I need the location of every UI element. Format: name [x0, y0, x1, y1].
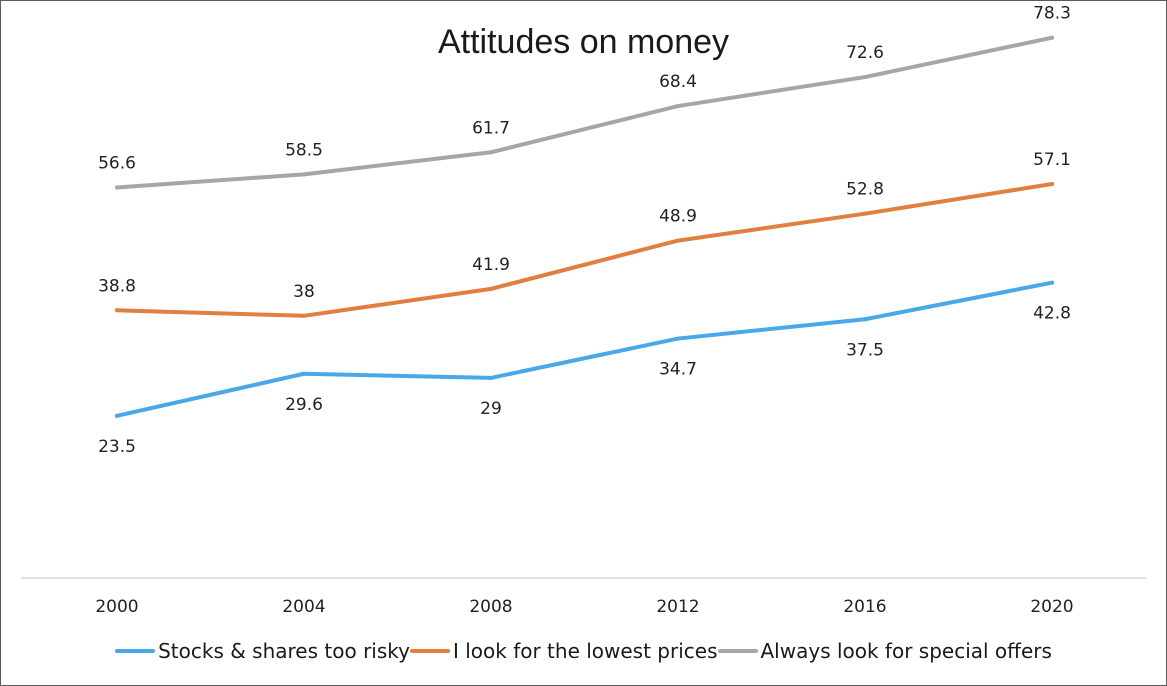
legend: Stocks & shares too risky I look for the …: [1, 639, 1166, 663]
data-label-s1-0: 38.8: [98, 276, 136, 296]
legend-swatch-2: [717, 649, 758, 653]
data-point-s2-1: [302, 172, 306, 177]
x-tick-label-2020: 2020: [1030, 597, 1073, 617]
data-point-s1-0: [115, 308, 119, 313]
series-line-0: [115, 280, 1054, 418]
data-label-s0-5: 42.8: [1033, 304, 1071, 324]
legend-swatch-0: [115, 649, 156, 653]
data-label-s1-3: 48.9: [659, 207, 697, 227]
data-point-s0-3: [676, 336, 680, 341]
data-label-s0-0: 23.5: [98, 437, 136, 457]
series-line-1: [115, 182, 1054, 318]
data-label-s1-1: 38: [293, 282, 315, 302]
data-label-s2-0: 56.6: [98, 153, 136, 173]
series-line-2: [115, 35, 1054, 190]
data-label-s0-2: 29: [480, 399, 502, 419]
data-label-s2-1: 58.5: [285, 140, 323, 160]
data-label-s1-5: 57.1: [1033, 150, 1071, 170]
data-point-s2-4: [863, 75, 867, 80]
x-tick-label-2008: 2008: [469, 597, 512, 617]
data-label-s0-3: 34.7: [659, 360, 697, 380]
data-point-s0-2: [489, 375, 493, 380]
x-tick-label-2016: 2016: [843, 597, 886, 617]
data-label-s1-4: 52.8: [846, 180, 884, 200]
data-point-s0-1: [302, 371, 306, 376]
data-point-s0-0: [115, 413, 119, 418]
data-label-s2-5: 78.3: [1033, 4, 1071, 24]
data-label-s0-4: 37.5: [846, 340, 884, 360]
data-point-s2-0: [115, 185, 119, 190]
legend-label-1: I look for the lowest prices: [452, 639, 718, 663]
legend-swatch-1: [409, 649, 450, 653]
data-label-s0-1: 29.6: [285, 395, 323, 415]
data-point-s2-2: [489, 150, 493, 155]
data-label-s1-2: 41.9: [472, 255, 510, 275]
chart-title: Attitudes on money: [437, 23, 730, 61]
x-tick-label-2000: 2000: [95, 597, 138, 617]
data-label-s2-3: 68.4: [659, 72, 697, 92]
x-tick-label-2012: 2012: [656, 597, 699, 617]
data-point-s2-5: [1050, 35, 1054, 40]
data-point-s1-2: [489, 286, 493, 291]
data-point-s0-4: [863, 317, 867, 322]
data-point-s0-5: [1050, 280, 1054, 285]
legend-label-0: Stocks & shares too risky: [158, 639, 410, 663]
legend-item-0: Stocks & shares too risky: [115, 639, 410, 663]
data-point-s1-4: [863, 211, 867, 216]
data-label-s2-4: 72.6: [846, 43, 884, 63]
legend-item-2: Always look for special offers: [717, 639, 1052, 663]
x-tick-label-2004: 2004: [282, 597, 325, 617]
legend-label-2: Always look for special offers: [760, 639, 1052, 663]
data-point-s2-3: [676, 104, 680, 109]
data-point-s1-5: [1050, 182, 1054, 187]
data-point-s1-1: [302, 313, 306, 318]
data-point-s1-3: [676, 238, 680, 243]
legend-item-1: I look for the lowest prices: [409, 639, 718, 663]
data-label-s2-2: 61.7: [472, 118, 510, 138]
